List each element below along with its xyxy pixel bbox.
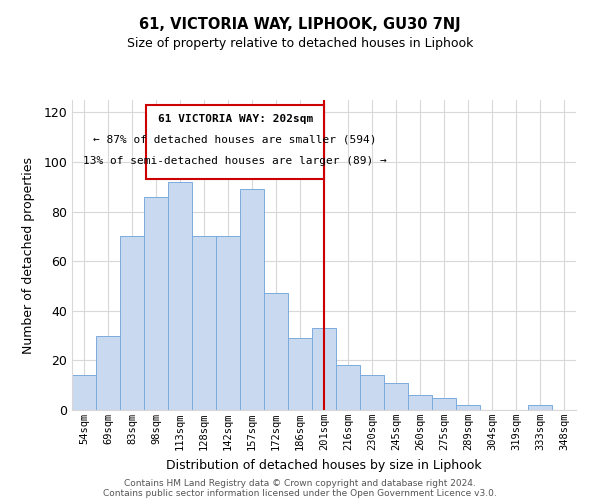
Text: ← 87% of detached houses are smaller (594): ← 87% of detached houses are smaller (59… [94, 134, 377, 144]
Bar [360, 376, 384, 410]
Text: 13% of semi-detached houses are larger (89) →: 13% of semi-detached houses are larger (… [83, 156, 387, 166]
Text: Size of property relative to detached houses in Liphook: Size of property relative to detached ho… [127, 38, 473, 51]
Bar [216, 236, 240, 410]
Bar [120, 236, 144, 410]
Bar [408, 395, 432, 410]
Bar [288, 338, 312, 410]
Bar [144, 196, 168, 410]
Bar [456, 405, 480, 410]
X-axis label: Distribution of detached houses by size in Liphook: Distribution of detached houses by size … [166, 458, 482, 471]
FancyBboxPatch shape [146, 105, 324, 180]
Bar [312, 328, 336, 410]
Text: 61 VICTORIA WAY: 202sqm: 61 VICTORIA WAY: 202sqm [158, 114, 313, 124]
Text: Contains HM Land Registry data © Crown copyright and database right 2024.: Contains HM Land Registry data © Crown c… [124, 478, 476, 488]
Bar [384, 382, 408, 410]
Bar [336, 366, 360, 410]
Bar [432, 398, 456, 410]
Y-axis label: Number of detached properties: Number of detached properties [22, 156, 35, 354]
Bar [528, 405, 552, 410]
Bar [72, 376, 96, 410]
Bar [96, 336, 120, 410]
Bar [192, 236, 216, 410]
Text: 61, VICTORIA WAY, LIPHOOK, GU30 7NJ: 61, VICTORIA WAY, LIPHOOK, GU30 7NJ [139, 18, 461, 32]
Bar [240, 190, 264, 410]
Bar [264, 294, 288, 410]
Bar [168, 182, 192, 410]
Text: Contains public sector information licensed under the Open Government Licence v3: Contains public sector information licen… [103, 488, 497, 498]
